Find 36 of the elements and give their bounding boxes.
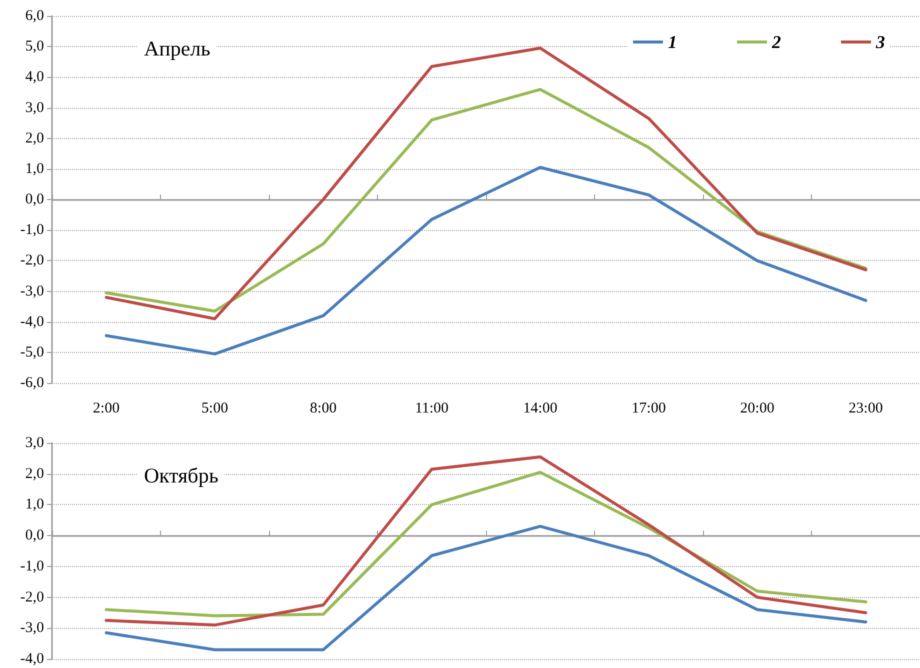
legend-label: 3	[875, 32, 885, 52]
y-tick-label: -5,0	[20, 344, 44, 360]
legend-label: 2	[771, 32, 781, 52]
y-tick-label: -6,0	[20, 375, 44, 391]
y-tick-label: 6,0	[25, 8, 44, 24]
x-tick-label: 5:00	[201, 400, 228, 416]
x-tick-label: 20:00	[740, 400, 774, 416]
line-series	[104, 524, 868, 652]
y-tick-label: -3,0	[20, 283, 44, 300]
y-tick-label: -2,0	[20, 589, 44, 606]
line-series	[104, 166, 868, 356]
y-tick-label: -4,0	[20, 651, 44, 667]
y-tick-label: 0,0	[25, 528, 44, 544]
x-tick-label: 23:00	[848, 400, 883, 416]
text: Апрель	[144, 36, 210, 60]
y-tick-label: 2,0	[25, 466, 44, 482]
y-tick-label: -3,0	[20, 620, 44, 636]
y-tick-label: 1,0	[25, 496, 44, 513]
x-tick-label: 17:00	[632, 400, 666, 416]
text: Октябрь	[144, 464, 218, 488]
y-tick-label: 3,0	[25, 100, 44, 116]
y-tick-label: 5,0	[25, 38, 44, 55]
y-tick-label: 2,0	[25, 130, 44, 146]
legend-label: 1	[668, 32, 677, 52]
x-tick-label: 11:00	[414, 400, 449, 416]
y-tick-label: 0,0	[25, 192, 44, 208]
y-tick-label: -1,0	[20, 222, 44, 238]
y-tick-label: 1,0	[25, 160, 44, 177]
y-tick-label: 3,0	[25, 435, 44, 451]
y-tick-label: 4,0	[25, 69, 44, 86]
x-tick-label: 8:00	[310, 400, 337, 416]
y-tick-label: -2,0	[20, 252, 44, 269]
y-tick-label: -1,0	[20, 558, 44, 574]
y-tick-label: -4,0	[20, 314, 44, 330]
x-tick-label: 2:00	[92, 400, 120, 416]
x-tick-label: 14:00	[523, 400, 558, 416]
